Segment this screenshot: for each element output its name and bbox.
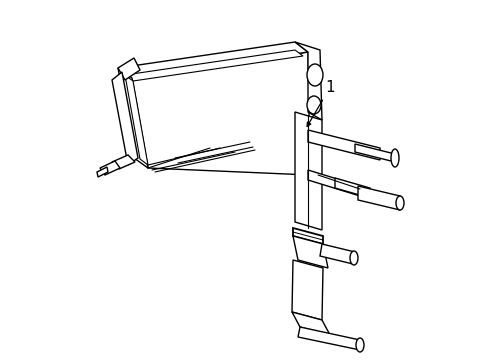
Ellipse shape [306,64,323,86]
Polygon shape [294,112,321,230]
Text: 1: 1 [306,80,334,126]
Polygon shape [307,170,359,196]
Polygon shape [125,50,303,81]
Polygon shape [354,144,394,162]
Ellipse shape [355,338,363,352]
Ellipse shape [306,96,320,114]
Polygon shape [118,68,148,168]
Polygon shape [118,58,140,80]
Polygon shape [125,75,148,165]
Polygon shape [292,236,327,268]
Polygon shape [132,52,309,175]
Polygon shape [294,42,321,120]
Polygon shape [319,244,354,264]
Polygon shape [97,167,108,177]
Polygon shape [100,161,120,175]
Polygon shape [307,130,379,160]
Polygon shape [334,178,369,198]
Polygon shape [292,228,323,244]
Ellipse shape [349,251,357,265]
Polygon shape [357,186,399,210]
Polygon shape [297,327,359,350]
Ellipse shape [390,149,398,167]
Polygon shape [291,260,323,320]
Polygon shape [291,312,329,335]
Polygon shape [118,42,307,78]
Ellipse shape [395,196,403,210]
Polygon shape [112,155,135,169]
Polygon shape [112,72,138,165]
